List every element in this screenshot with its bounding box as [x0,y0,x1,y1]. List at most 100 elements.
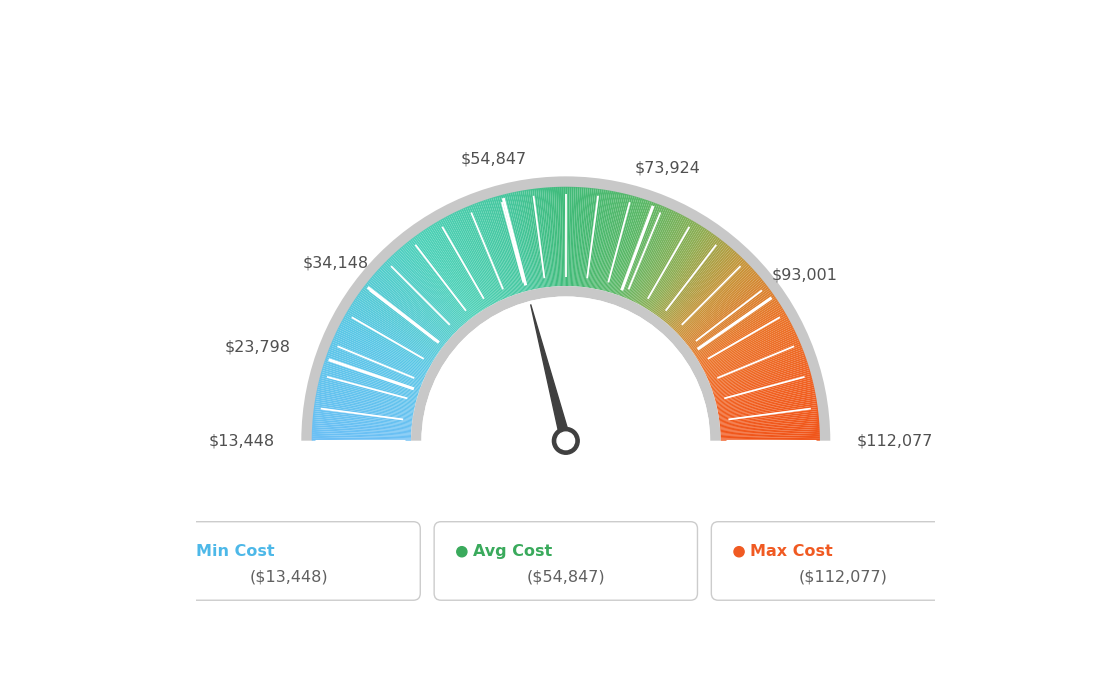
Wedge shape [312,419,412,428]
Wedge shape [487,199,519,294]
Wedge shape [716,384,814,407]
Wedge shape [331,342,423,382]
Wedge shape [426,228,481,311]
Wedge shape [344,315,432,365]
Wedge shape [484,200,517,295]
Wedge shape [349,306,435,360]
Wedge shape [376,270,452,337]
Wedge shape [711,355,806,390]
Wedge shape [340,322,429,370]
Wedge shape [517,191,537,289]
Wedge shape [501,195,528,291]
Wedge shape [649,226,703,310]
Wedge shape [608,196,637,293]
Wedge shape [507,193,531,290]
Wedge shape [321,370,417,399]
Wedge shape [699,310,785,362]
Wedge shape [666,246,731,323]
Wedge shape [442,218,491,306]
Wedge shape [311,437,411,440]
Wedge shape [329,347,422,385]
Wedge shape [686,279,763,343]
Text: $23,798: $23,798 [224,339,290,354]
Wedge shape [688,284,766,346]
Wedge shape [698,308,784,361]
Wedge shape [564,187,565,286]
Polygon shape [531,304,571,448]
Wedge shape [392,254,460,328]
Wedge shape [720,409,818,423]
Wedge shape [651,230,709,313]
Wedge shape [379,267,453,336]
Wedge shape [636,215,683,304]
Wedge shape [721,431,820,436]
Wedge shape [715,376,811,402]
Wedge shape [312,427,412,433]
Wedge shape [719,405,818,420]
Wedge shape [343,317,431,366]
Wedge shape [720,421,819,430]
Wedge shape [418,233,477,315]
Wedge shape [643,220,693,307]
Wedge shape [364,285,444,347]
Wedge shape [718,393,816,413]
Wedge shape [338,327,427,373]
Wedge shape [317,386,415,408]
Wedge shape [707,336,798,378]
Text: Min Cost: Min Cost [195,544,274,559]
Wedge shape [412,237,473,318]
Wedge shape [316,393,414,413]
Wedge shape [321,368,417,397]
Text: $73,924: $73,924 [634,161,700,175]
Wedge shape [491,197,521,293]
Wedge shape [499,195,527,292]
Wedge shape [562,187,564,286]
Wedge shape [624,206,664,298]
Wedge shape [514,192,535,289]
Wedge shape [311,435,411,438]
Wedge shape [560,187,563,286]
Wedge shape [495,196,523,293]
Wedge shape [671,254,740,328]
Wedge shape [650,228,705,311]
Wedge shape [314,413,412,425]
Wedge shape [658,237,719,317]
Wedge shape [341,320,429,368]
Wedge shape [609,197,638,293]
Wedge shape [710,349,804,386]
Wedge shape [480,201,514,295]
Wedge shape [721,429,819,435]
Wedge shape [575,187,584,286]
Wedge shape [701,317,788,366]
Wedge shape [325,360,420,393]
Wedge shape [669,252,736,326]
Wedge shape [407,241,470,320]
Wedge shape [510,193,533,290]
Wedge shape [505,194,530,290]
Wedge shape [411,286,721,441]
Wedge shape [571,187,576,286]
Wedge shape [583,188,596,287]
FancyBboxPatch shape [711,522,975,600]
Wedge shape [644,221,696,308]
Wedge shape [650,228,707,312]
Wedge shape [576,188,586,286]
Wedge shape [647,224,700,310]
Wedge shape [372,275,449,340]
Wedge shape [375,271,450,339]
Wedge shape [715,377,813,404]
Wedge shape [435,222,487,308]
Wedge shape [691,291,773,351]
Wedge shape [703,324,793,371]
Wedge shape [569,187,572,286]
Wedge shape [681,271,756,339]
Wedge shape [311,433,411,437]
Wedge shape [378,268,453,337]
Wedge shape [422,297,710,441]
Wedge shape [502,195,529,291]
Wedge shape [538,188,550,287]
Wedge shape [554,187,560,286]
Wedge shape [626,207,667,299]
Wedge shape [486,199,518,294]
Wedge shape [410,239,471,319]
